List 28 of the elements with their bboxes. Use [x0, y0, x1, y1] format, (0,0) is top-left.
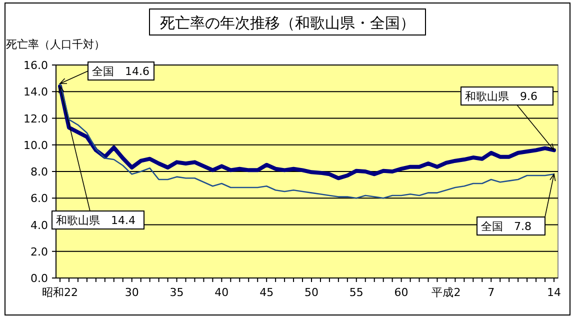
y-tick-label: 16.0 [24, 59, 48, 72]
x-tick-label: 60 [394, 286, 408, 299]
y-tick-label: 0.0 [30, 272, 48, 285]
y-tick-label: 14.0 [24, 86, 48, 99]
x-tick-label: 7 [488, 286, 495, 299]
x-tick-label: 55 [349, 286, 364, 299]
x-tick-label: 45 [260, 286, 274, 299]
x-tick-label: 50 [304, 286, 318, 299]
y-tick-label: 4.0 [30, 218, 48, 232]
x-tick-label: 昭和22 [42, 286, 78, 299]
y-tick-label: 8.0 [30, 166, 48, 178]
line-series [58, 84, 556, 180]
annotation: 和歌山県 14.4 [56, 214, 136, 227]
y-tick-label: 10.0 [24, 138, 48, 152]
y-axis-title: 死亡率（人口千対） [6, 38, 105, 51]
x-tick-label: 平成2 [432, 286, 461, 299]
annotation: 和歌山県 9.6 [465, 90, 538, 103]
x-tick-label: 40 [214, 286, 229, 299]
chart-title: 死亡率の年次推移（和歌山県・全国） [160, 14, 415, 32]
y-tick-label: 6.0 [30, 192, 48, 206]
annotation: 全国 7.8 [481, 220, 532, 233]
y-tick-label: 2.0 [30, 245, 48, 258]
x-tick-label: 30 [124, 286, 139, 299]
annotation: 全国 14.6 [92, 65, 150, 78]
x-tick-label: 35 [170, 286, 184, 299]
x-tick-label: 14 [547, 286, 561, 299]
line-series [59, 82, 555, 199]
y-tick-label: 12.0 [24, 112, 48, 126]
